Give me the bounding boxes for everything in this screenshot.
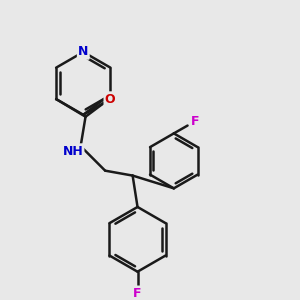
Text: N: N bbox=[78, 46, 88, 59]
Text: O: O bbox=[105, 93, 116, 106]
Text: F: F bbox=[133, 287, 142, 300]
Text: F: F bbox=[191, 115, 200, 128]
Text: NH: NH bbox=[62, 145, 83, 158]
